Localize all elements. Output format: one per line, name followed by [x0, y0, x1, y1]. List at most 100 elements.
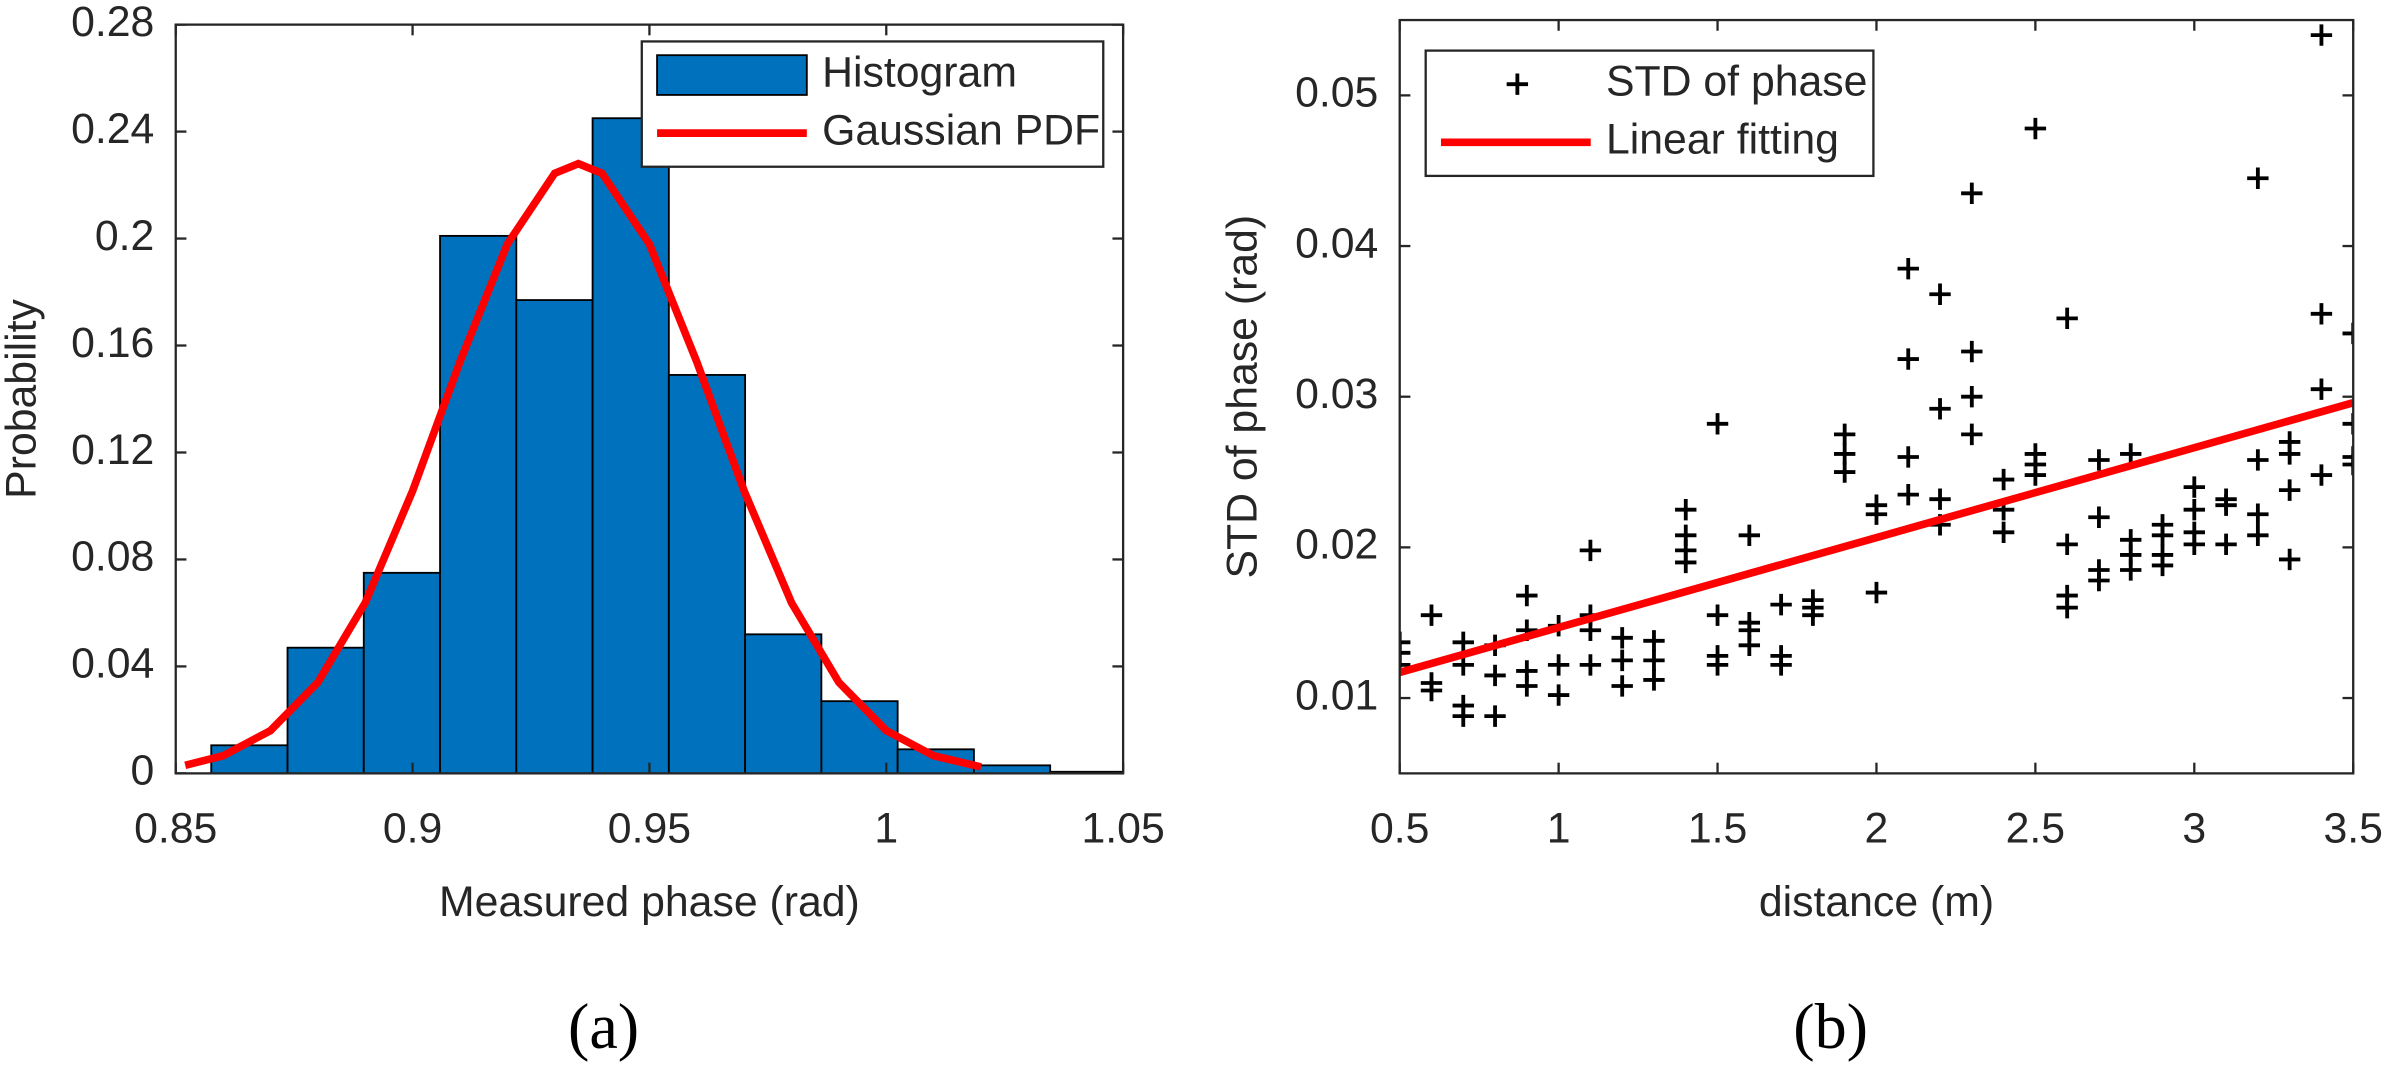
y-axis-label: STD of phase (rad) [1219, 215, 1267, 579]
scatter-point [1452, 705, 1474, 727]
scatter-point [2215, 533, 2237, 556]
histogram-bar [820, 700, 899, 774]
scatter-point [1738, 634, 1761, 657]
histogram-bar [515, 299, 594, 774]
line [184, 159, 982, 771]
chart: 0.5 1 1.5 2 2.5 3 3.5 0.01 0.02 0.03 0.04 0.05 dista… [1219, 18, 2383, 1062]
scatter-point [1992, 468, 2015, 491]
y-tick-label: 0.04 [71, 640, 154, 688]
scatter-point [1706, 604, 1729, 626]
scatter-point [2088, 506, 2110, 528]
scatter-point [1897, 348, 1919, 370]
scatter-point [1865, 503, 1888, 525]
scatter-point [1770, 654, 1792, 676]
y-tick-label: 0.04 [1295, 219, 1378, 267]
scatter-point [1516, 584, 1538, 607]
y-tick-label: 0.12 [71, 426, 154, 474]
scatter-point [1420, 604, 1443, 626]
scatter-point [1961, 182, 1983, 205]
scatter-point [2056, 533, 2078, 556]
y-tick-label: 0 [131, 747, 155, 795]
scatter-point [2183, 476, 2205, 498]
scatter-point [1770, 593, 1792, 616]
line [1399, 399, 2354, 677]
scatter-point [1929, 398, 1951, 420]
scatter-point [1897, 483, 1919, 506]
plot [184, 117, 1124, 774]
y-tick-label: 0.2 [95, 212, 154, 260]
scatter-point [2278, 443, 2301, 465]
scatter-point [1579, 619, 1602, 641]
scatter-point [2310, 303, 2333, 325]
y-tick-label: 0.16 [71, 319, 154, 367]
scatter-point [1399, 631, 1411, 653]
plot [1399, 24, 2354, 727]
y-tick-label: 0.03 [1295, 370, 1378, 418]
scatter-point [2024, 117, 2047, 140]
scatter-point [1992, 521, 2015, 544]
scatter-point [1897, 257, 1919, 280]
legend-label: Gaussian PDF [822, 106, 1100, 154]
scatter-point [2120, 559, 2142, 581]
histogram-bar [972, 764, 1052, 774]
legend-label: Histogram [822, 48, 1017, 96]
scatter-point [1643, 630, 1665, 652]
x-tick-label: 0.85 [134, 805, 217, 853]
scatter-point [2151, 554, 2174, 577]
scatter-point [2088, 449, 2110, 471]
scatter-point [1833, 443, 1856, 465]
scatter-point [2247, 167, 2269, 189]
x-axis-label: distance (m) [1759, 878, 1994, 926]
histogram-bar [362, 571, 441, 774]
legend-swatch [656, 54, 808, 96]
x-tick-label: 3 [2182, 805, 2206, 853]
scatter-point [1897, 446, 1919, 468]
scatter-point [1547, 684, 1570, 706]
scatter-point [1961, 340, 1983, 363]
scatter-point [1399, 642, 1411, 664]
scatter-point [1833, 461, 1856, 483]
x-tick-label: 0.9 [383, 805, 442, 853]
legend-swatch [1506, 73, 1529, 95]
y-tick-label: 0.02 [1295, 521, 1378, 569]
chart: 0.85 0.9 0.95 1 1.05 0 0.04 0.08 0.12 0.16 0.2 0.24… [0, 0, 1165, 1062]
x-tick-label: 1.5 [1688, 805, 1747, 853]
scatter-point [1452, 631, 1474, 653]
y-tick-label: 0.24 [71, 105, 154, 153]
caption: (a) [568, 991, 639, 1062]
scatter-point [1611, 627, 1633, 649]
scatter-point [2342, 413, 2354, 435]
scatter-point [1929, 488, 1951, 510]
scatter-point [1706, 654, 1729, 676]
y-tick-label: 0.08 [71, 533, 154, 581]
scatter-point [2247, 524, 2269, 547]
scatter-point [1399, 654, 1411, 676]
scatter-point [2310, 464, 2333, 486]
scatter-point [2342, 322, 2354, 345]
scatter-point [1579, 654, 1602, 676]
histogram-bar [744, 633, 823, 774]
scatter-point [1675, 499, 1697, 521]
x-tick-label: 1 [1547, 805, 1571, 853]
scatter-point [1611, 675, 1633, 697]
scatter-point [1738, 524, 1761, 547]
scatter-point [2342, 453, 2354, 476]
scatter-point [1643, 669, 1665, 691]
scatter-point [1420, 679, 1443, 702]
scatter-point [2088, 569, 2110, 592]
histogram-bar [591, 117, 670, 774]
caption: (b) [1793, 991, 1868, 1062]
scatter-point [1833, 423, 1856, 446]
scatter-point [2215, 494, 2237, 516]
scatter-point [2310, 24, 2333, 46]
x-tick-label: 0.5 [1370, 805, 1429, 853]
y-tick-label: 0.28 [71, 0, 154, 46]
scatter-point [1516, 675, 1538, 697]
scatter-point [1961, 386, 1983, 408]
scatter-point [2247, 503, 2269, 525]
scatter-point [2183, 533, 2205, 556]
y-tick-label: 0.05 [1295, 69, 1378, 117]
x-tick-label: 0.95 [608, 805, 691, 853]
